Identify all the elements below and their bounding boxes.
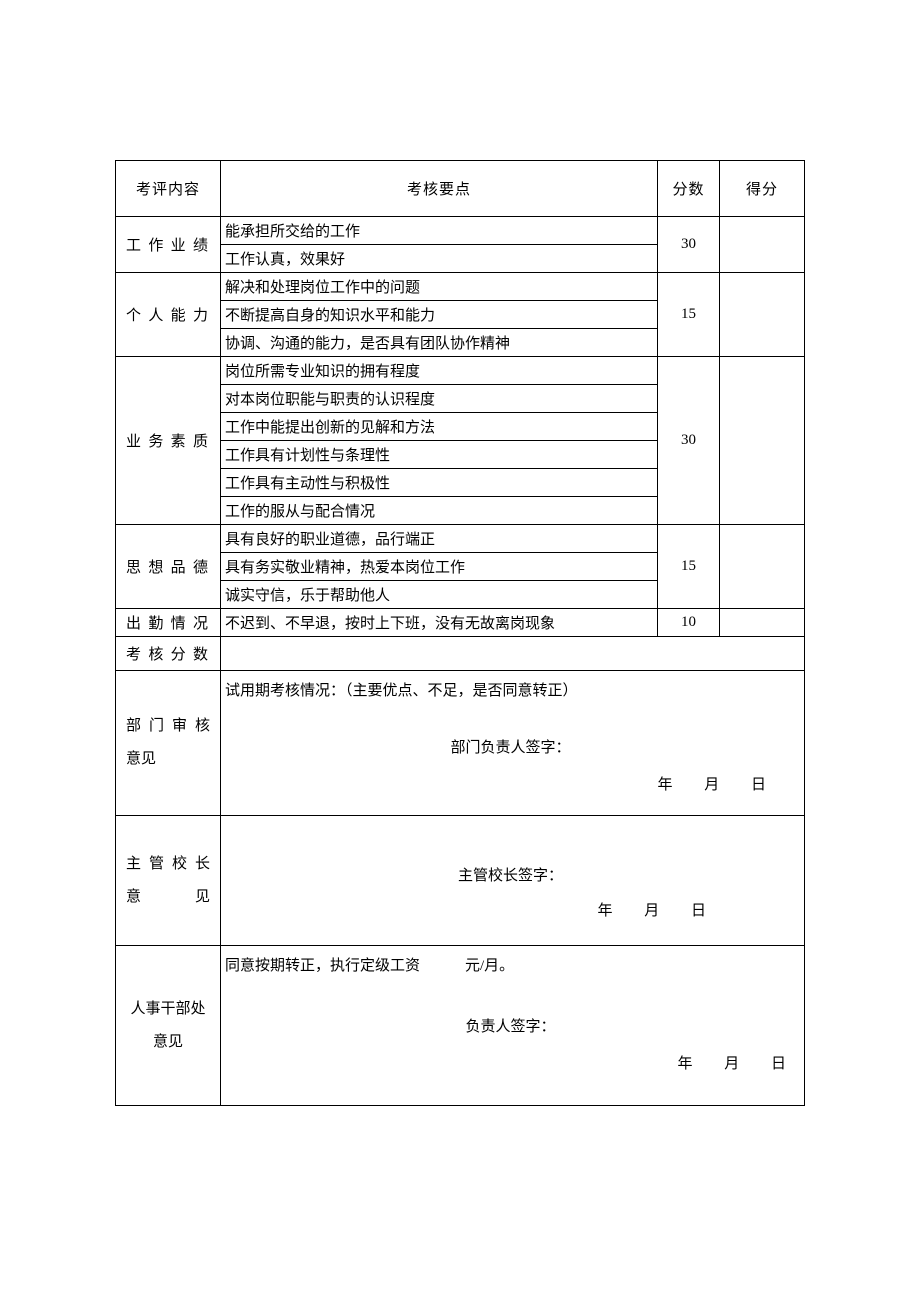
header-points: 考核要点 xyxy=(221,161,658,217)
header-result: 得分 xyxy=(720,161,805,217)
section-label: 个人能力 xyxy=(116,273,221,357)
total-row: 考核分数 xyxy=(116,637,805,671)
section-score: 30 xyxy=(658,217,720,273)
table-row: 个人能力 解决和处理岗位工作中的问题 15 xyxy=(116,273,805,301)
section-label: 出勤情况 xyxy=(116,609,221,637)
section-score: 30 xyxy=(658,357,720,525)
point-cell: 具有良好的职业道德，品行端正 xyxy=(221,525,658,553)
header-row: 考评内容 考核要点 分数 得分 xyxy=(116,161,805,217)
result-cell xyxy=(720,525,805,609)
hr-sig: 负责人签字： xyxy=(225,1015,796,1036)
hr-opinion-content: 同意按期转正，执行定级工资 元/月。 负责人签字： 年 月 日 xyxy=(221,946,805,1106)
result-cell xyxy=(720,217,805,273)
point-cell: 不断提高自身的知识水平和能力 xyxy=(221,301,658,329)
label-line: 主管校长 xyxy=(126,848,210,881)
result-cell xyxy=(720,609,805,637)
total-value xyxy=(221,637,805,671)
point-cell: 工作的服从与配合情况 xyxy=(221,497,658,525)
point-cell: 工作具有计划性与条理性 xyxy=(221,441,658,469)
dept-opinion-content: 试用期考核情况：（主要优点、不足，是否同意转正） 部门负责人签字： 年 月 日 xyxy=(221,671,805,816)
label-line: 意见 xyxy=(126,743,210,776)
header-score: 分数 xyxy=(658,161,720,217)
result-cell xyxy=(720,357,805,525)
opinion-line1: 试用期考核情况：（主要优点、不足，是否同意转正） xyxy=(225,679,796,700)
table-row: 业务素质 岗位所需专业知识的拥有程度 30 xyxy=(116,357,805,385)
point-cell: 不迟到、不早退，按时上下班，没有无故离岗现象 xyxy=(221,609,658,637)
principal-opinion-content: 主管校长签字： 年 月 日 xyxy=(221,816,805,946)
section-label: 工作业绩 xyxy=(116,217,221,273)
point-cell: 工作中能提出创新的见解和方法 xyxy=(221,413,658,441)
dept-opinion-row: 部门审核 意见 试用期考核情况：（主要优点、不足，是否同意转正） 部门负责人签字… xyxy=(116,671,805,816)
section-label: 思想品德 xyxy=(116,525,221,609)
label-line: 意 见 xyxy=(126,881,210,914)
header-content: 考评内容 xyxy=(116,161,221,217)
section-label: 业务素质 xyxy=(116,357,221,525)
label-line: 意见 xyxy=(126,1026,210,1059)
point-cell: 能承担所交给的工作 xyxy=(221,217,658,245)
principal-sig: 主管校长签字： xyxy=(225,864,796,885)
point-cell: 协调、沟通的能力，是否具有团队协作精神 xyxy=(221,329,658,357)
table-row: 工作业绩 能承担所交给的工作 30 xyxy=(116,217,805,245)
result-cell xyxy=(720,273,805,357)
hr-date: 年 月 日 xyxy=(225,1052,796,1073)
evaluation-form: 考评内容 考核要点 分数 得分 工作业绩 能承担所交给的工作 30 工作认真，效… xyxy=(0,0,920,1106)
point-cell: 岗位所需专业知识的拥有程度 xyxy=(221,357,658,385)
label-line: 部门审核 xyxy=(126,710,210,743)
evaluation-table: 考评内容 考核要点 分数 得分 工作业绩 能承担所交给的工作 30 工作认真，效… xyxy=(115,160,805,1106)
dept-opinion-label: 部门审核 意见 xyxy=(116,671,221,816)
principal-opinion-row: 主管校长 意 见 主管校长签字： 年 月 日 xyxy=(116,816,805,946)
principal-date: 年 月 日 xyxy=(225,899,796,920)
principal-opinion-label: 主管校长 意 见 xyxy=(116,816,221,946)
hr-line1: 同意按期转正，执行定级工资 元/月。 xyxy=(225,954,796,975)
point-cell: 工作认真，效果好 xyxy=(221,245,658,273)
point-cell: 具有务实敬业精神，热爱本岗位工作 xyxy=(221,553,658,581)
table-row: 思想品德 具有良好的职业道德，品行端正 15 xyxy=(116,525,805,553)
point-cell: 工作具有主动性与积极性 xyxy=(221,469,658,497)
total-label: 考核分数 xyxy=(116,637,221,671)
hr-opinion-label: 人事干部处 意见 xyxy=(116,946,221,1106)
dept-sig: 部门负责人签字： xyxy=(225,736,796,757)
hr-opinion-row: 人事干部处 意见 同意按期转正，执行定级工资 元/月。 负责人签字： 年 月 日 xyxy=(116,946,805,1106)
dept-date: 年 月 日 xyxy=(225,773,796,794)
label-line: 人事干部处 xyxy=(126,993,210,1026)
section-score: 15 xyxy=(658,273,720,357)
section-score: 10 xyxy=(658,609,720,637)
point-cell: 解决和处理岗位工作中的问题 xyxy=(221,273,658,301)
point-cell: 诚实守信，乐于帮助他人 xyxy=(221,581,658,609)
point-cell: 对本岗位职能与职责的认识程度 xyxy=(221,385,658,413)
section-score: 15 xyxy=(658,525,720,609)
table-row: 出勤情况 不迟到、不早退，按时上下班，没有无故离岗现象 10 xyxy=(116,609,805,637)
